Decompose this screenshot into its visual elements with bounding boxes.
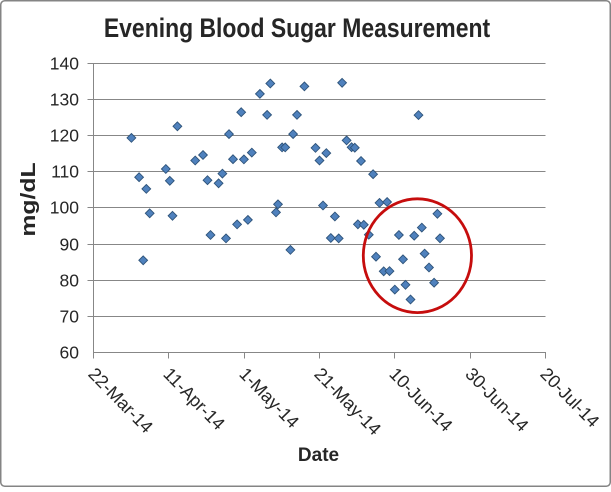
- svg-text:70: 70: [60, 307, 80, 327]
- svg-text:80: 80: [60, 271, 80, 291]
- svg-text:130: 130: [50, 90, 79, 110]
- svg-text:100: 100: [50, 198, 79, 218]
- svg-text:60: 60: [60, 343, 80, 363]
- svg-text:140: 140: [50, 54, 79, 74]
- svg-text:110: 110: [51, 162, 79, 182]
- svg-text:90: 90: [60, 235, 80, 255]
- svg-text:Evening Blood Sugar Measuremen: Evening Blood Sugar Measurement: [104, 13, 491, 43]
- svg-text:mg/dL: mg/dL: [17, 162, 39, 237]
- svg-text:120: 120: [50, 126, 79, 146]
- svg-text:Date: Date: [298, 445, 339, 466]
